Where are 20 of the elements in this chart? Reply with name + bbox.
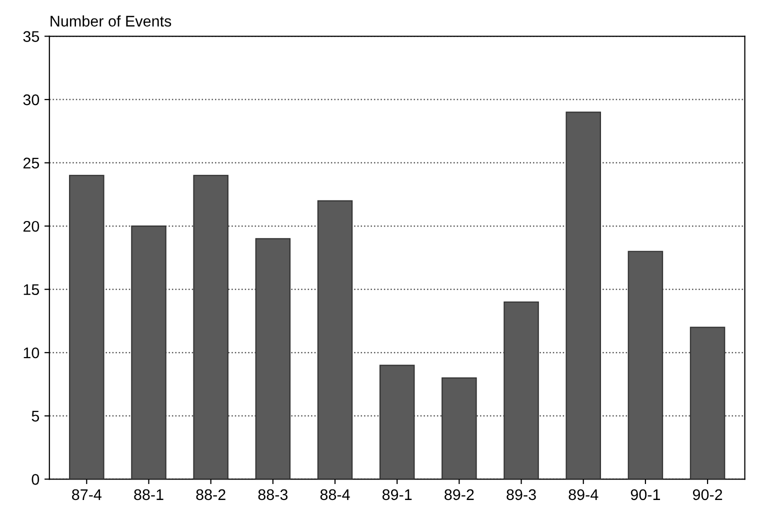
y-tick-label: 25 bbox=[23, 158, 40, 168]
x-tick-label: 90-2 bbox=[692, 489, 722, 500]
y-tick-label: 10 bbox=[24, 347, 40, 358]
x-tick-label: 87-4 bbox=[72, 489, 102, 500]
y-tick-label: 0 bbox=[32, 474, 40, 485]
x-tick-label: 88-4 bbox=[320, 489, 350, 500]
x-tick-label: 89-4 bbox=[568, 489, 598, 500]
x-tick-label: 89-2 bbox=[444, 489, 474, 500]
x-tick-label: 89-3 bbox=[506, 489, 536, 500]
x-tick-label: 88-1 bbox=[134, 489, 164, 500]
x-tick-label: 89-1 bbox=[382, 489, 412, 500]
y-tick-label: 30 bbox=[23, 94, 40, 106]
y-tick-label: 35 bbox=[23, 31, 40, 42]
y-axis-title: Number of Events bbox=[50, 15, 172, 27]
y-tick-label: 15 bbox=[24, 284, 40, 296]
x-tick-label: 88-3 bbox=[258, 489, 288, 500]
y-tick-label: 20 bbox=[23, 220, 40, 232]
x-tick-label: 88-2 bbox=[196, 489, 226, 500]
x-tick-label: 90-1 bbox=[630, 489, 660, 500]
y-tick-label: 5 bbox=[32, 410, 40, 422]
